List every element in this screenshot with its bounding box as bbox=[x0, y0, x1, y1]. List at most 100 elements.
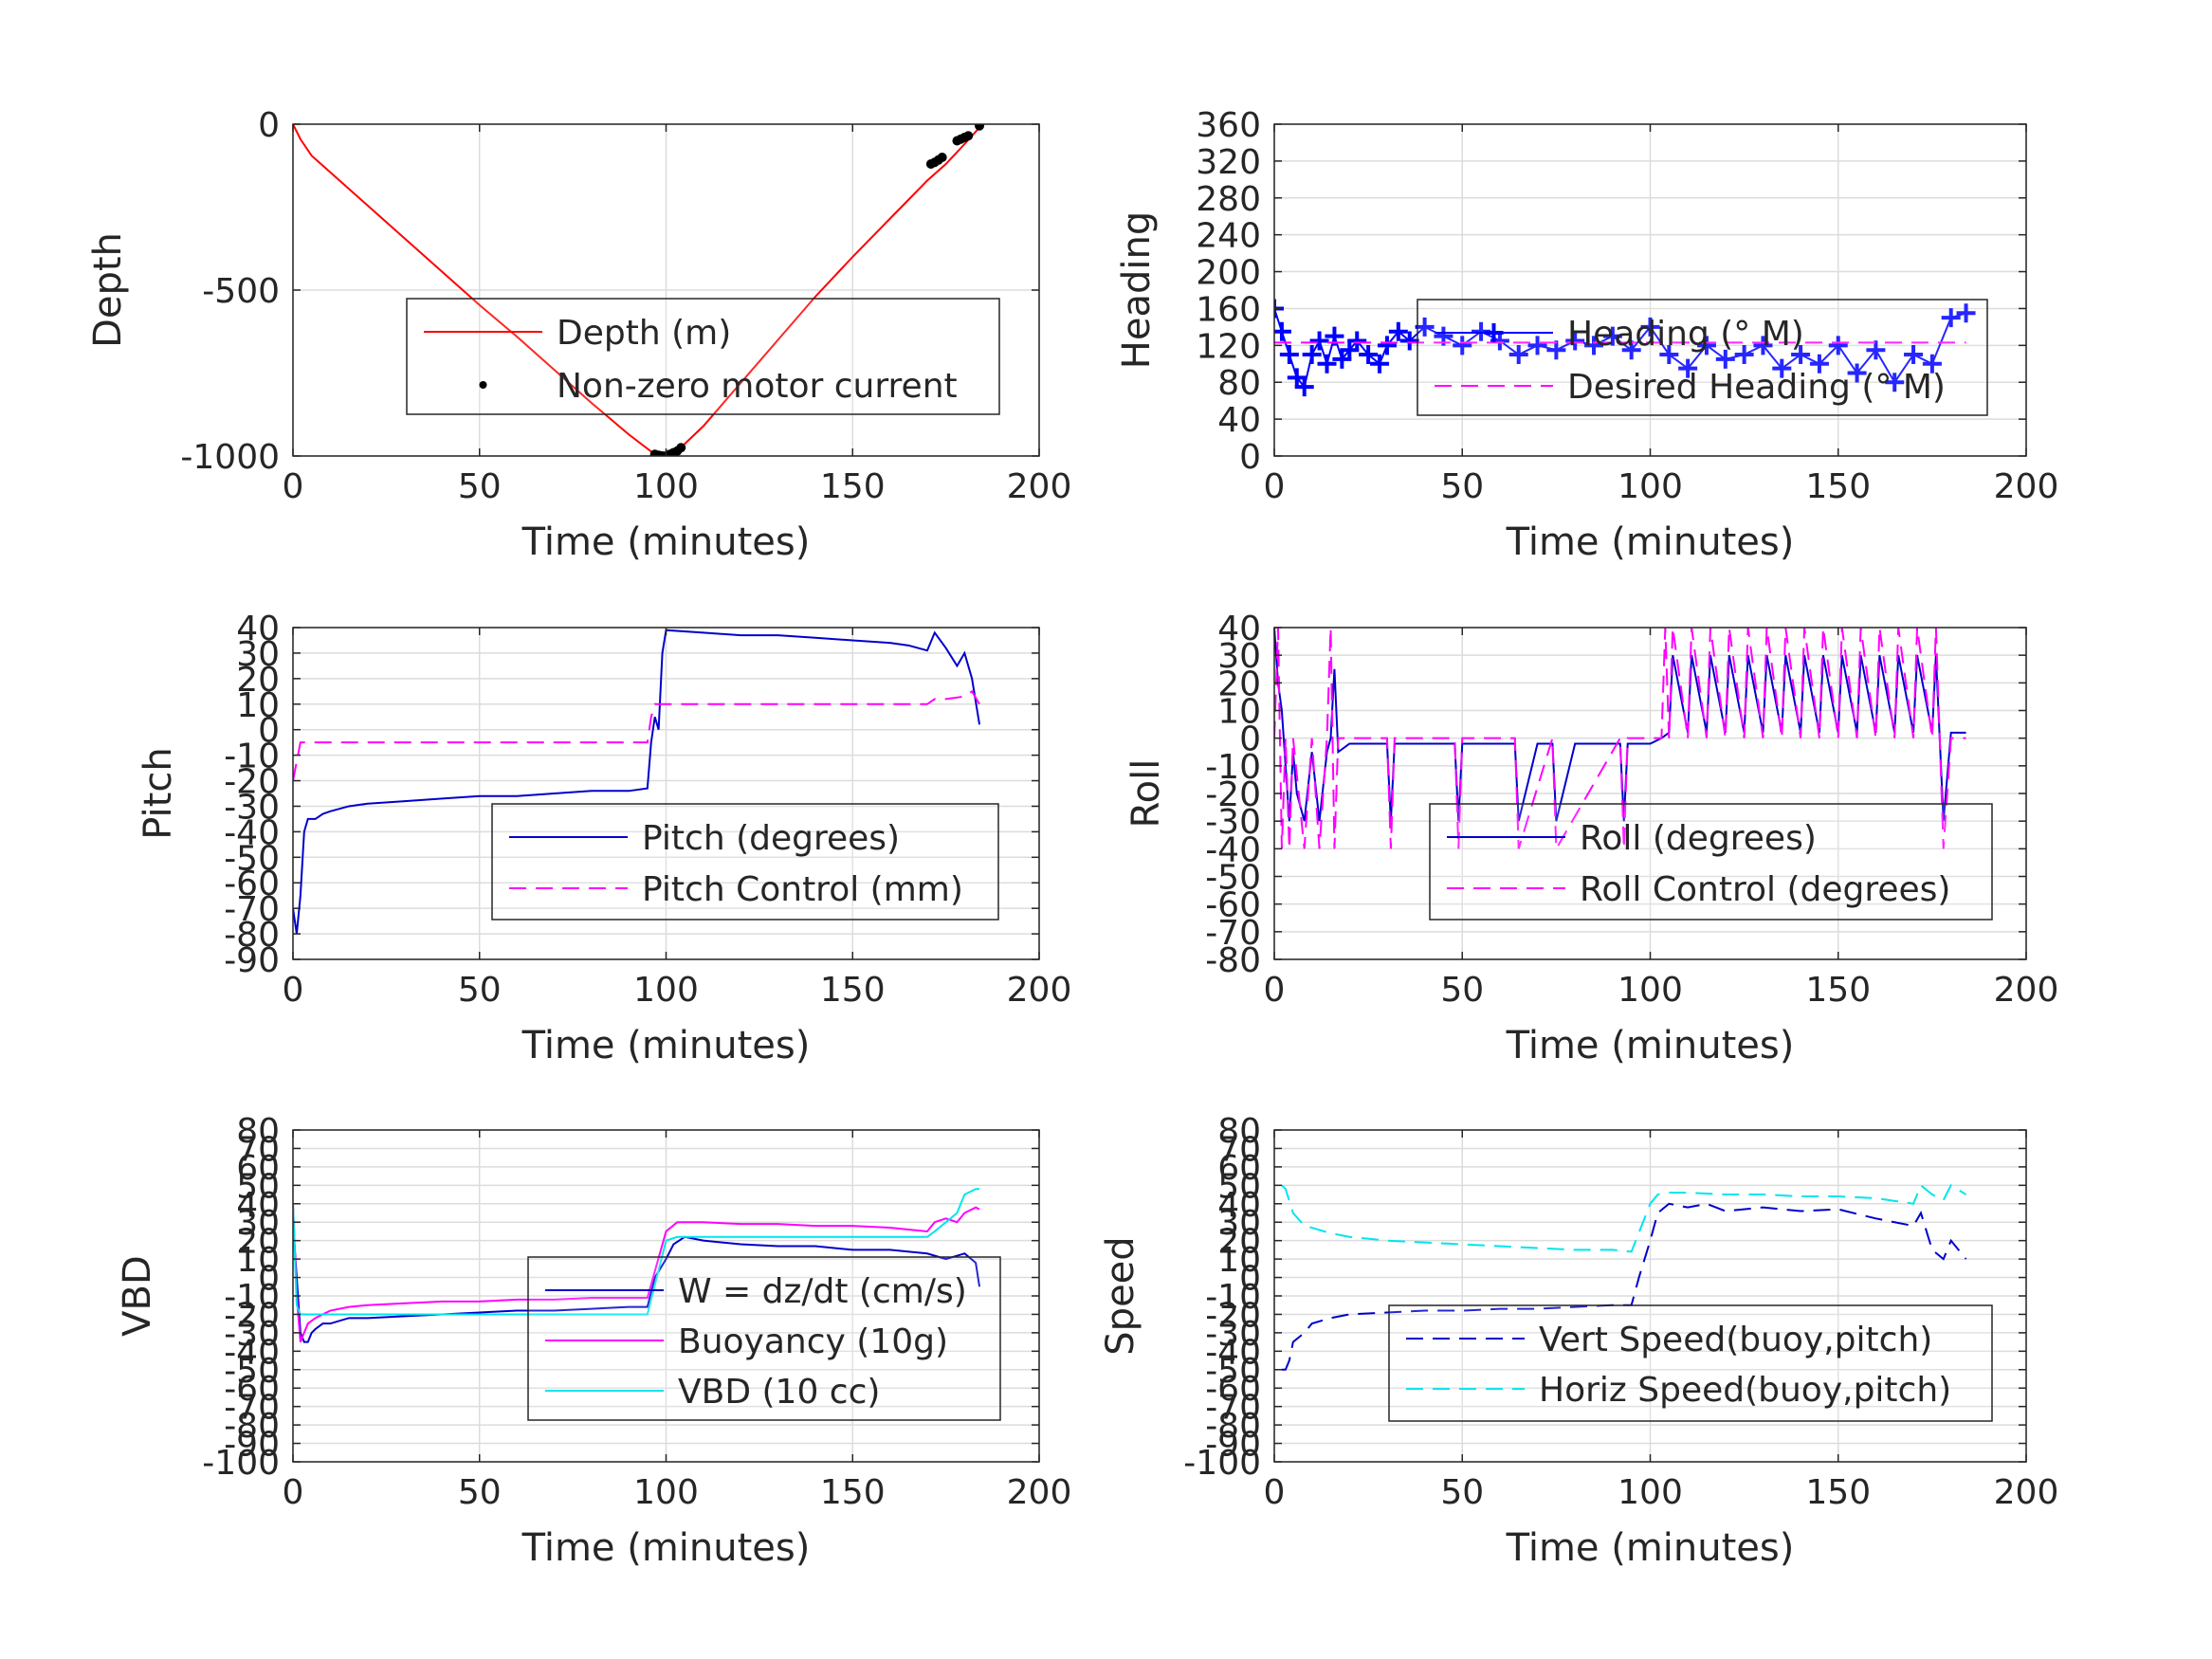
y-tick-label: 80 bbox=[236, 1112, 280, 1151]
y-tick-label: 30 bbox=[1217, 637, 1261, 676]
legend-box bbox=[527, 1256, 1001, 1421]
data-point bbox=[1904, 345, 1924, 365]
x-axis-label: Time (minutes) bbox=[1506, 1526, 1795, 1570]
legend: Roll (degrees) Roll Control (degrees) bbox=[1429, 803, 1993, 921]
series-2 bbox=[293, 689, 980, 781]
legend-label: Depth (m) bbox=[557, 314, 731, 353]
y-tick-label: -100 bbox=[202, 1444, 280, 1483]
y-tick-label: 50 bbox=[1217, 1167, 1261, 1206]
y-tick-label: -50 bbox=[1205, 859, 1261, 898]
x-axis-label: Time (minutes) bbox=[521, 1526, 811, 1570]
series-1 bbox=[293, 1222, 981, 1343]
legend-marker bbox=[479, 381, 487, 389]
y-tick-label: -50 bbox=[224, 1352, 280, 1391]
x-tick-label: 0 bbox=[1264, 1473, 1286, 1512]
data-point bbox=[1678, 358, 1698, 378]
axes-1: 0 50 100 150 200 0 -500 -1000 Time (minutes) Dept… bbox=[86, 106, 1071, 564]
data-point bbox=[1659, 345, 1679, 365]
x-tick-label: 150 bbox=[820, 1473, 886, 1512]
y-tick-label: 360 bbox=[1196, 106, 1261, 145]
series-line bbox=[293, 689, 980, 781]
data-point bbox=[1922, 354, 1942, 374]
y-tick-label: -1000 bbox=[180, 438, 280, 477]
y-tick-label: 0 bbox=[258, 1260, 280, 1299]
legend-label: Heading (° M) bbox=[1567, 315, 1804, 354]
data-point bbox=[1399, 331, 1419, 351]
data-point bbox=[937, 153, 947, 162]
y-tick-label: -60 bbox=[224, 1370, 280, 1409]
axes-3: 0 50 100 150 200-90-80-70-60-50-40-30-20-100… bbox=[137, 610, 1071, 1067]
data-point bbox=[1956, 303, 1976, 323]
x-axis-label: Time (minutes) bbox=[1506, 1024, 1795, 1067]
y-tick-label: -60 bbox=[224, 865, 280, 903]
x-tick-label: 50 bbox=[1440, 971, 1484, 1010]
legend-box bbox=[406, 298, 1000, 415]
data-point bbox=[1753, 336, 1773, 356]
data-point bbox=[1347, 331, 1367, 351]
y-tick-label: -70 bbox=[224, 1389, 280, 1428]
y-tick-label: -80 bbox=[224, 1407, 280, 1446]
y-tick-label: 0 bbox=[258, 106, 280, 145]
legend-box bbox=[491, 803, 999, 921]
y-tick-label: 240 bbox=[1196, 217, 1261, 256]
axes-5: 0 50 100 150 200-100-90-80-70-60-50-40-30-20… bbox=[116, 1112, 1071, 1570]
data-point bbox=[1791, 345, 1811, 365]
y-tick-label: -20 bbox=[224, 763, 280, 802]
series-line bbox=[293, 629, 981, 935]
y-tick-label: 80 bbox=[1217, 1112, 1261, 1151]
y-tick-label: 70 bbox=[236, 1130, 280, 1169]
y-tick-label: -70 bbox=[224, 890, 280, 929]
legend-label: Roll Control (degrees) bbox=[1580, 870, 1950, 909]
y-tick-label: -500 bbox=[202, 272, 280, 311]
y-axis-label: VBD bbox=[116, 1255, 159, 1337]
data-point bbox=[1847, 363, 1867, 383]
data-point bbox=[1415, 317, 1435, 337]
series-line bbox=[293, 124, 980, 456]
y-tick-label: 40 bbox=[236, 1186, 280, 1225]
y-tick-label: -10 bbox=[1205, 1278, 1261, 1317]
axes-6: 0 50 100 150 200-100-90-80-70-60-50-40-30-20… bbox=[1099, 1112, 2058, 1570]
data-point bbox=[1370, 354, 1390, 374]
y-tick-label: -10 bbox=[224, 1278, 280, 1317]
y-tick-label: -90 bbox=[1205, 1426, 1261, 1465]
y-tick-label: 20 bbox=[236, 1223, 280, 1262]
data-point bbox=[1377, 336, 1397, 356]
y-axis-label: Depth bbox=[86, 232, 130, 348]
y-tick-label: -80 bbox=[1205, 1407, 1261, 1446]
series-2 bbox=[293, 1203, 980, 1342]
legend-label: VBD (10 cc) bbox=[678, 1373, 880, 1412]
data-point bbox=[1696, 336, 1716, 356]
data-point bbox=[1388, 321, 1408, 341]
x-tick-label: 100 bbox=[1618, 1473, 1683, 1512]
legend-label: W = dz/dt (cm/s) bbox=[678, 1272, 967, 1311]
data-point bbox=[1527, 336, 1547, 356]
x-tick-label: 100 bbox=[633, 971, 699, 1010]
y-tick-label: -20 bbox=[224, 1296, 280, 1335]
legend: Vert Speed(buoy,pitch) Horiz Speed(buoy,p… bbox=[1388, 1304, 1993, 1422]
x-tick-label: 100 bbox=[633, 1473, 699, 1512]
data-point bbox=[1508, 345, 1528, 365]
x-tick-label: 200 bbox=[1007, 467, 1072, 506]
series-1 bbox=[293, 629, 981, 935]
data-point bbox=[1279, 345, 1299, 365]
y-tick-label: -90 bbox=[224, 1426, 280, 1465]
grid bbox=[292, 1129, 1040, 1463]
y-tick-label: 10 bbox=[1217, 693, 1261, 732]
y-tick-label: 30 bbox=[1217, 1204, 1261, 1243]
legend-label: Buoyancy (10g) bbox=[678, 1322, 948, 1361]
y-tick-label: 50 bbox=[236, 1167, 280, 1206]
legend-label: Vert Speed(buoy,pitch) bbox=[1539, 1321, 1932, 1359]
y-tick-label: 120 bbox=[1196, 327, 1261, 366]
y-tick-label: 320 bbox=[1196, 143, 1261, 182]
x-tick-label: 50 bbox=[458, 971, 502, 1010]
data-point bbox=[1302, 345, 1322, 365]
legend: Pitch (degrees) Pitch Control (mm) bbox=[491, 803, 999, 921]
x-tick-label: 0 bbox=[283, 1473, 304, 1512]
legend-marker bbox=[1484, 323, 1504, 342]
y-tick-label: 20 bbox=[236, 661, 280, 700]
y-tick-label: -40 bbox=[1205, 830, 1261, 869]
legend-label: Desired Heading (° M) bbox=[1567, 368, 1946, 407]
data-point bbox=[1809, 354, 1829, 374]
y-tick-label: 60 bbox=[1217, 1149, 1261, 1188]
